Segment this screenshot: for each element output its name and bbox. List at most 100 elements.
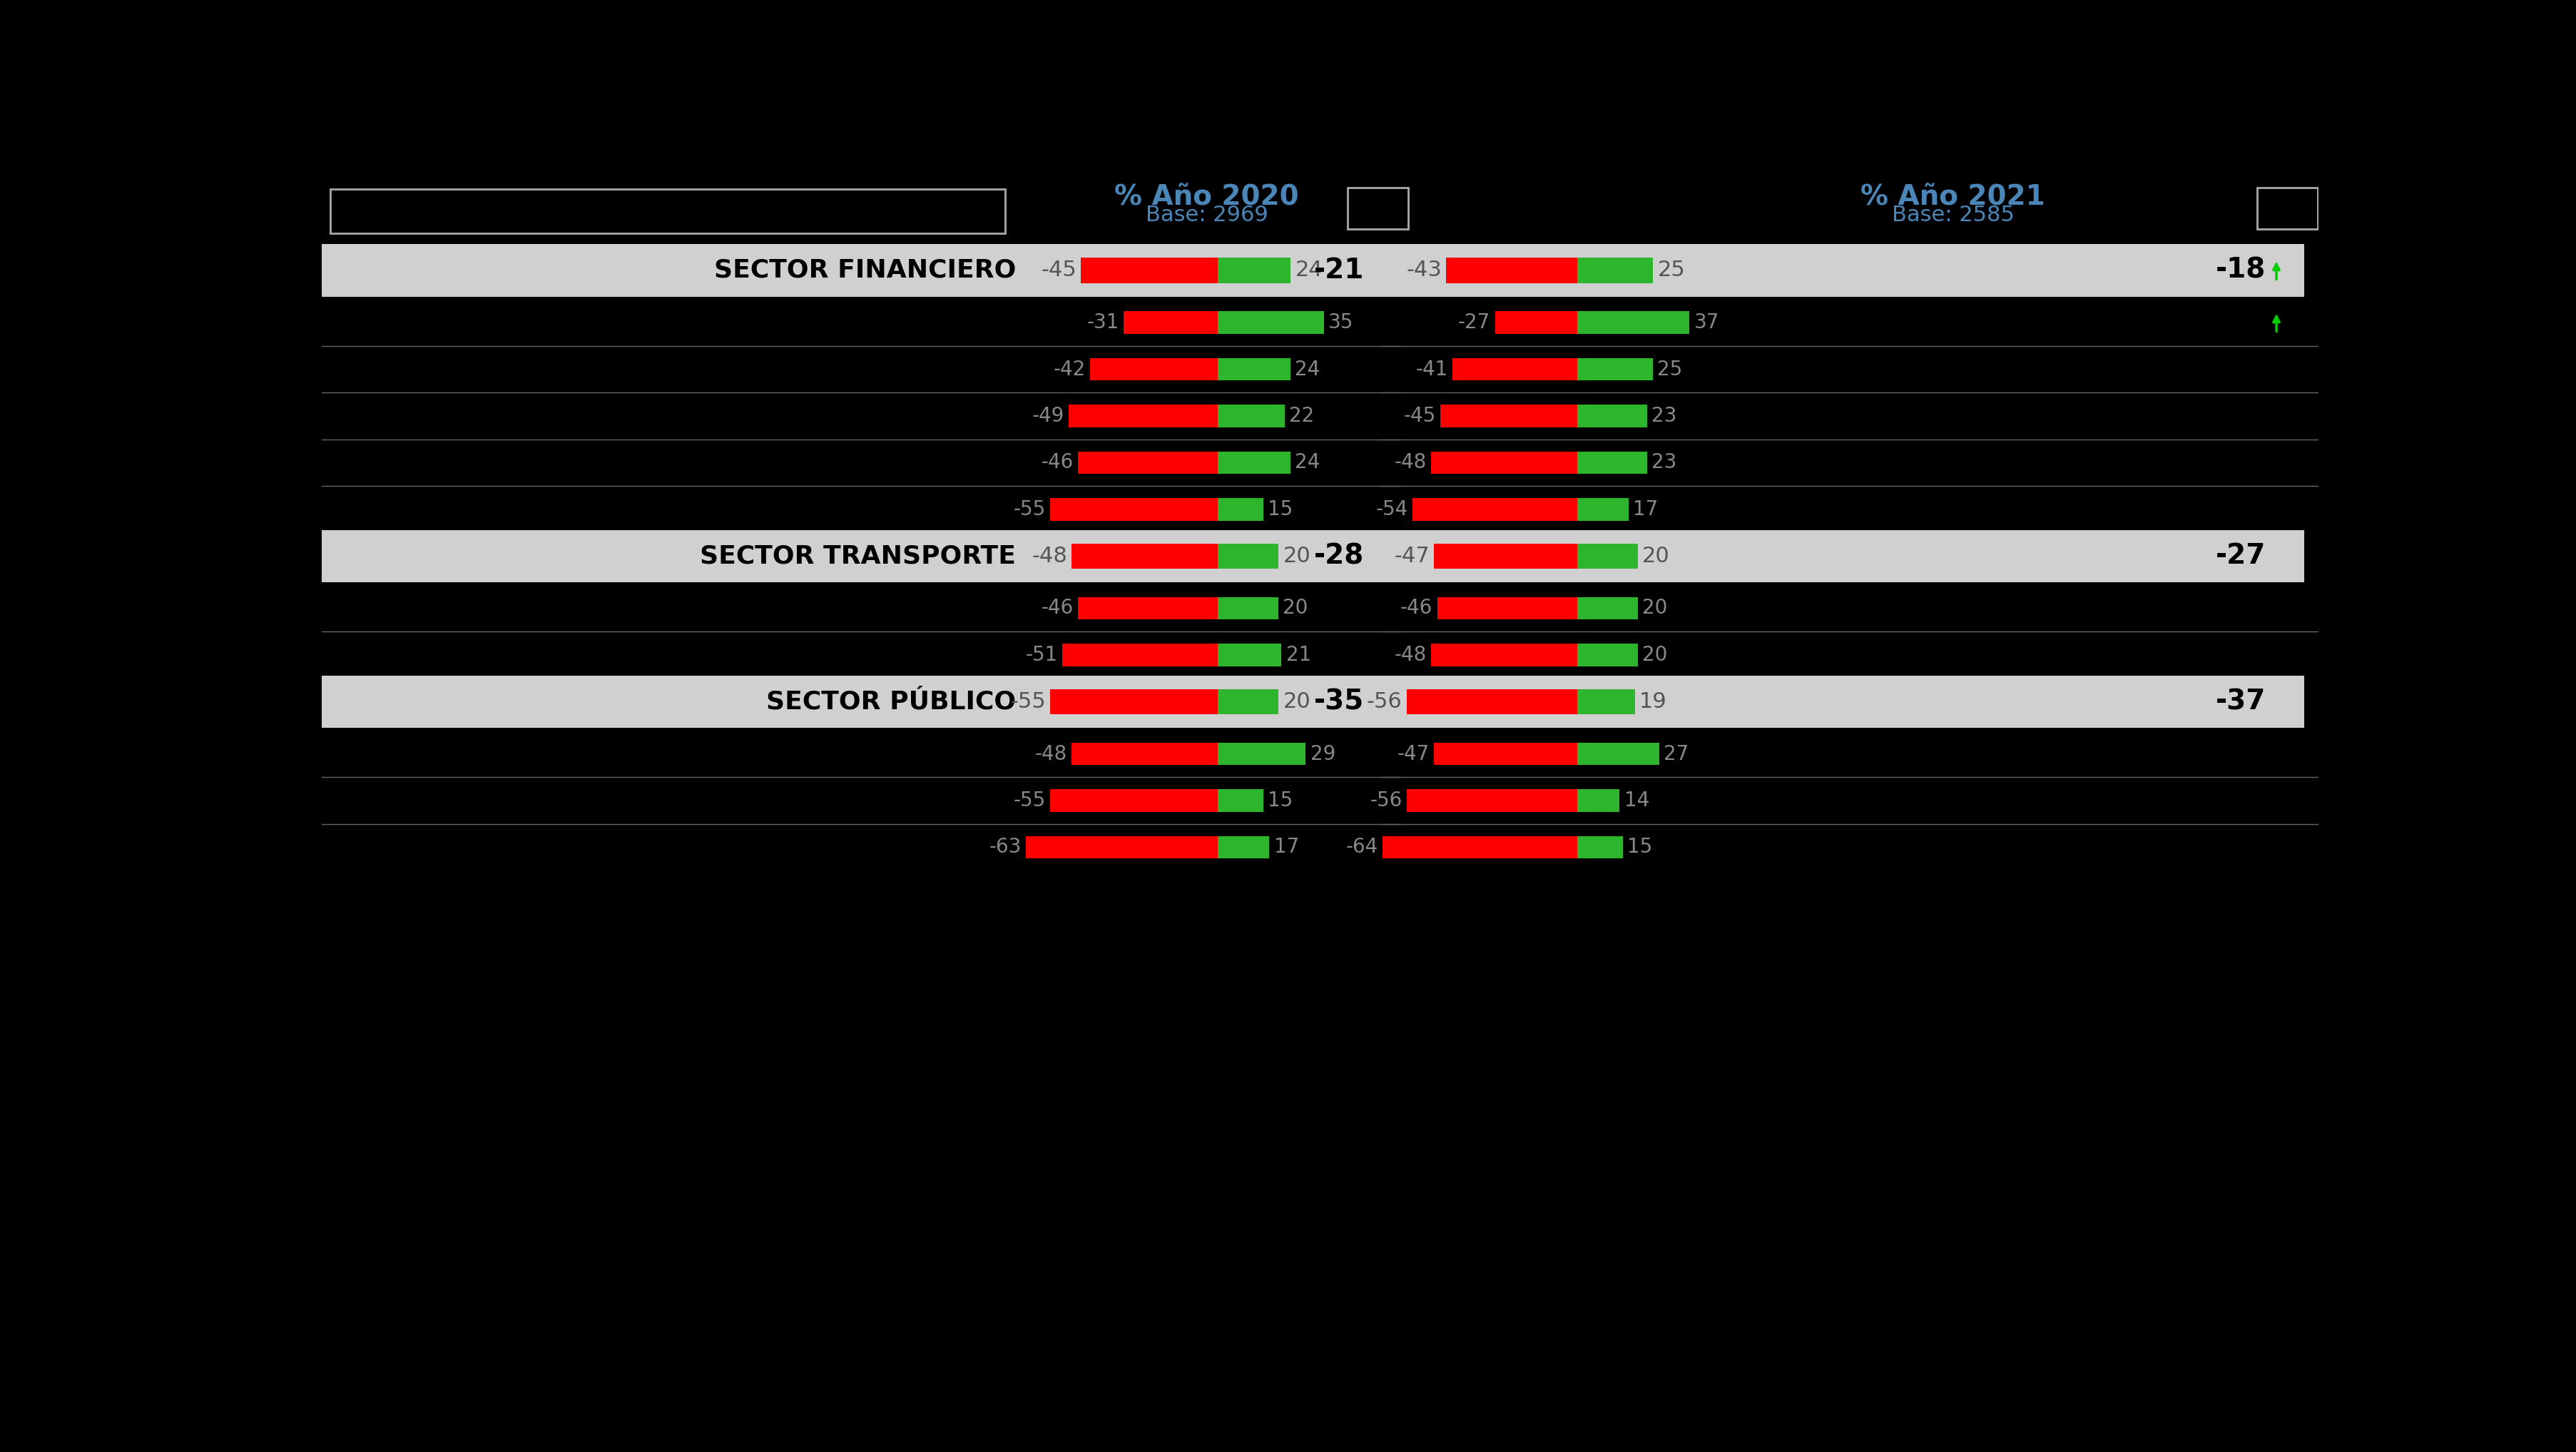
Bar [1412,498,1577,521]
Bar [1440,405,1577,427]
Text: -31: -31 [1087,312,1118,333]
Text: 23: 23 [1651,407,1677,425]
Bar [1577,359,1654,380]
Text: 20: 20 [1643,598,1667,619]
Text: -46: -46 [1401,598,1432,619]
Text: -21: -21 [1314,257,1365,285]
Bar [322,530,1020,582]
Bar [1072,543,1218,569]
Text: SECTOR TRANSPORTE: SECTOR TRANSPORTE [701,544,1015,568]
Text: -48: -48 [1394,453,1427,473]
Text: -18: -18 [2215,257,2264,285]
Text: -27: -27 [2215,543,2264,569]
Text: -54: -54 [1376,499,1409,520]
Text: 24: 24 [1296,453,1319,473]
Text: -27: -27 [1458,312,1492,333]
Bar [1577,405,1646,427]
Text: 15: 15 [1628,838,1651,857]
Text: 17: 17 [1633,499,1659,520]
Text: 25: 25 [1656,260,1685,280]
Bar [1218,690,1278,714]
Text: -55: -55 [1015,790,1046,810]
Text: 27: 27 [1664,743,1690,764]
Text: -47: -47 [1396,743,1430,764]
Bar [1051,690,1218,714]
Text: 14: 14 [1623,790,1649,810]
Text: 20: 20 [1283,546,1311,566]
Bar [1577,498,1628,521]
Text: SECTOR FINANCIERO: SECTOR FINANCIERO [714,258,1015,283]
Text: -55: -55 [1010,691,1046,711]
Text: 29: 29 [1311,743,1334,764]
Bar [2257,187,2318,229]
Text: 22: 22 [1288,407,1314,425]
Text: 15: 15 [1267,790,1293,810]
Bar [1072,742,1218,765]
Text: 17: 17 [1273,838,1298,857]
Bar [1445,258,1577,283]
Text: -56: -56 [1370,790,1401,810]
Bar [1577,742,1659,765]
Text: -48: -48 [1030,546,1066,566]
Text: -51: -51 [1025,645,1059,665]
Bar [1020,530,1409,582]
Bar [1218,498,1262,521]
Bar [1051,498,1218,521]
Bar [1051,790,1218,812]
Bar [1437,597,1577,620]
Text: -37: -37 [2215,688,2264,716]
Text: 23: 23 [1651,453,1677,473]
Bar [1069,405,1218,427]
Bar [1218,311,1324,334]
Bar [1577,690,1636,714]
Bar [1218,597,1278,620]
Bar [1381,675,2303,727]
Bar [1383,836,1577,858]
Bar [1577,836,1623,858]
Text: Base: 2585: Base: 2585 [1891,205,2014,227]
Text: 24: 24 [1296,359,1319,379]
Text: 20: 20 [1283,598,1309,619]
Text: -48: -48 [1036,743,1066,764]
Bar [1218,643,1280,666]
Bar [1218,543,1278,569]
Text: 37: 37 [1695,312,1718,333]
Bar [1494,311,1577,334]
Bar [322,675,1020,727]
Text: -48: -48 [1394,645,1427,665]
Bar [1577,311,1690,334]
Text: -55: -55 [1015,499,1046,520]
Text: -41: -41 [1417,359,1448,379]
Bar [1218,742,1306,765]
Bar [1020,244,1409,296]
Text: 35: 35 [1329,312,1355,333]
Bar [1061,643,1218,666]
Bar [1381,530,2303,582]
Bar [1123,311,1218,334]
Bar [1218,359,1291,380]
Text: -49: -49 [1033,407,1064,425]
Bar [1453,359,1577,380]
Bar [1025,836,1218,858]
Bar [1406,790,1577,812]
Text: -45: -45 [1404,407,1435,425]
Bar [330,189,1005,232]
Bar [1218,790,1262,812]
Bar [1577,643,1638,666]
Text: -46: -46 [1041,453,1074,473]
Bar [1577,543,1638,569]
Text: 20: 20 [1643,546,1669,566]
Text: -43: -43 [1406,260,1443,280]
Bar [1347,187,1409,229]
Text: Base: 2969: Base: 2969 [1146,205,1267,227]
Bar [1020,675,1409,727]
Text: % Año 2020: % Año 2020 [1115,184,1298,211]
Text: -64: -64 [1345,838,1378,857]
Bar [1218,405,1285,427]
Bar [322,244,1020,296]
Bar [1577,258,1654,283]
Bar [1577,597,1638,620]
Text: 21: 21 [1285,645,1311,665]
Text: -56: -56 [1368,691,1401,711]
Text: -45: -45 [1041,260,1077,280]
